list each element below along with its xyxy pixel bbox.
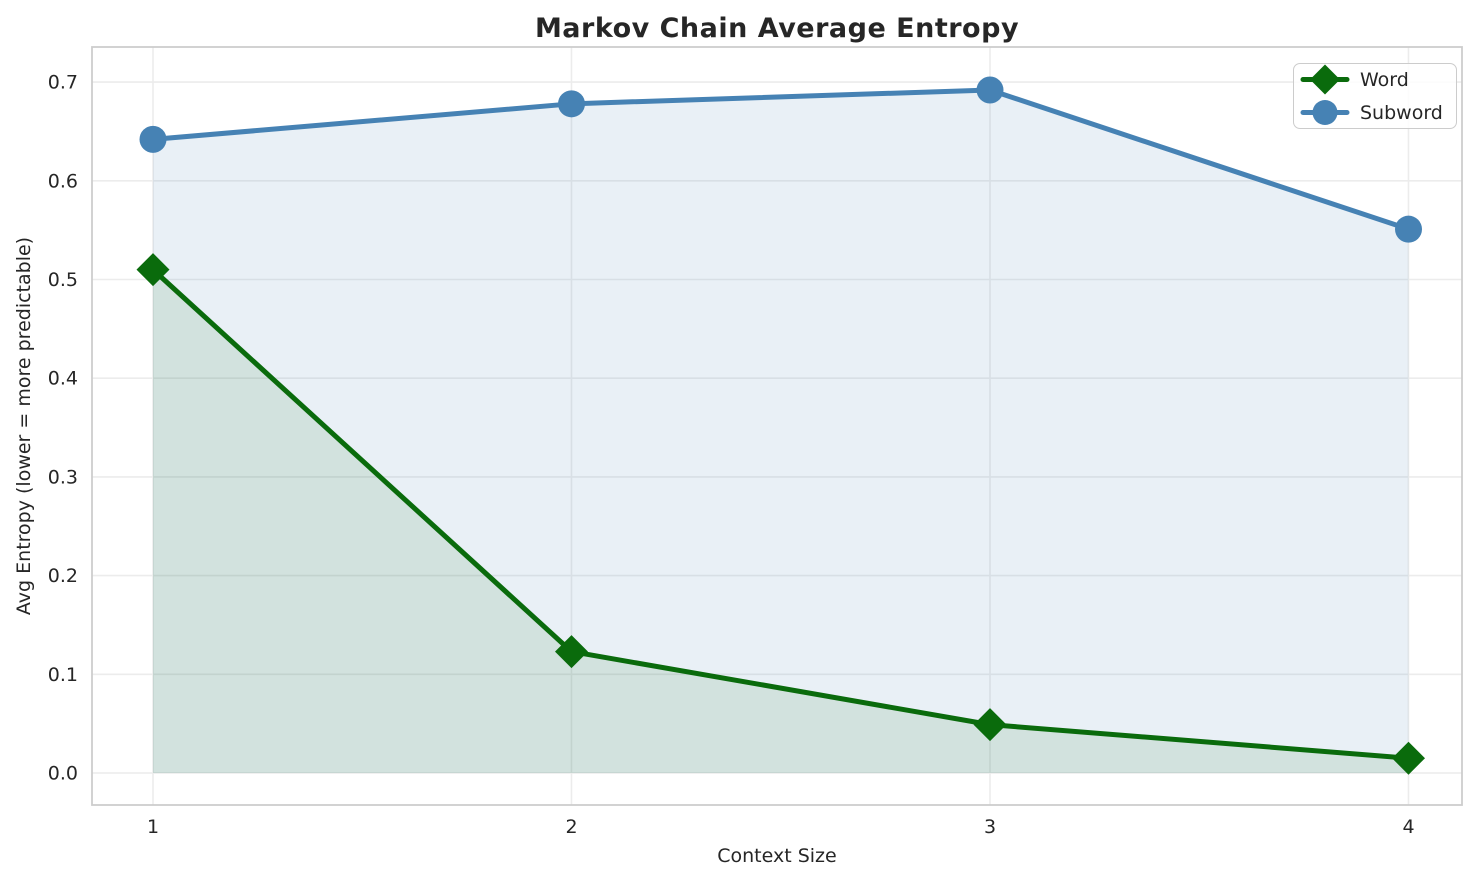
line-subword bbox=[150, 87, 1411, 232]
y-axis-label: Avg Entropy (lower = more predictable) bbox=[13, 236, 35, 616]
area-fill-word bbox=[153, 269, 1409, 773]
y-tick-label: 0.1 bbox=[48, 664, 78, 686]
y-tick-label: 0.2 bbox=[48, 565, 78, 587]
marker-circle-subword bbox=[976, 76, 1004, 104]
marker-circle-subword bbox=[139, 125, 167, 153]
line-word bbox=[150, 267, 1411, 761]
marker-circle-subword bbox=[558, 90, 585, 118]
y-tick-label: 0.4 bbox=[48, 368, 78, 390]
plot-spine bbox=[91, 46, 1463, 806]
legend-marker-subword-circle-icon bbox=[1300, 100, 1350, 125]
legend-item-word: Word bbox=[1300, 63, 1456, 96]
y-tick-label: 0.0 bbox=[48, 763, 78, 785]
y-tick-label: 0.3 bbox=[48, 466, 78, 488]
marker-diamond-word bbox=[555, 635, 588, 669]
legend-marker-word-diamond-icon bbox=[1300, 64, 1350, 95]
legend-box: Word Subword bbox=[1293, 63, 1457, 129]
legend-item-subword: Subword bbox=[1300, 96, 1456, 129]
x-tick-label: 3 bbox=[984, 816, 996, 838]
x-tick-label: 4 bbox=[1402, 816, 1414, 838]
y-tick-label: 0.5 bbox=[48, 269, 78, 291]
marker-diamond-word bbox=[973, 708, 1007, 742]
marker-diamond-word bbox=[1392, 741, 1425, 775]
x-axis-label: Context Size bbox=[717, 845, 837, 867]
area-fill-subword bbox=[153, 89, 1409, 774]
legend-label-word: Word bbox=[1360, 68, 1409, 91]
marker-diamond-word bbox=[136, 253, 170, 287]
chart-title: Markov Chain Average Entropy bbox=[534, 13, 1020, 44]
y-tick-label: 0.6 bbox=[48, 170, 78, 192]
x-tick-label: 1 bbox=[147, 816, 159, 838]
x-tick-label: 2 bbox=[565, 816, 577, 838]
y-tick-label: 0.7 bbox=[48, 72, 78, 94]
legend-label-subword: Subword bbox=[1360, 101, 1443, 124]
marker-circle-subword bbox=[1395, 215, 1422, 243]
